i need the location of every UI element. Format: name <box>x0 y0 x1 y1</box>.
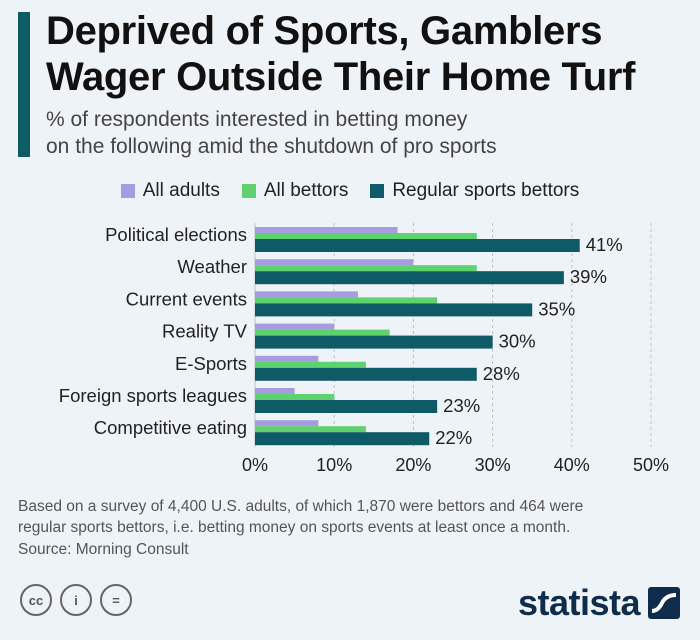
x-tick-label: 40% <box>554 455 590 475</box>
x-tick-label: 20% <box>395 455 431 475</box>
no-derivatives-icon[interactable]: = <box>100 584 132 616</box>
category-label: Weather <box>177 256 247 277</box>
data-label: 23% <box>443 395 480 416</box>
bar-all-bettors <box>255 297 438 304</box>
category-label: Competitive eating <box>94 417 247 438</box>
data-label: 28% <box>483 363 520 384</box>
bar-regular-sports-bettors <box>255 239 580 252</box>
bar-all-adults <box>255 227 398 233</box>
data-label: 22% <box>435 427 472 448</box>
footnote: Based on a survey of 4,400 U.S. adults, … <box>18 496 688 538</box>
bar-regular-sports-bettors <box>255 400 438 413</box>
bar-all-bettors <box>255 361 366 368</box>
legend-swatch-all-adults <box>120 184 135 198</box>
bar-regular-sports-bettors <box>255 367 477 381</box>
bar-all-adults <box>255 388 295 394</box>
data-label: 39% <box>570 266 607 287</box>
license-icons: cc i = <box>20 584 132 616</box>
subtitle-line-1: % of respondents interested in betting m… <box>46 108 468 131</box>
category-label: E-Sports <box>175 353 247 374</box>
x-tick-label: 0% <box>242 455 268 475</box>
bar-regular-sports-bettors <box>255 432 430 446</box>
legend-label-all-adults: All adults <box>142 180 220 201</box>
footnote-line-1: Based on a survey of 4,400 U.S. adults, … <box>18 498 584 515</box>
chart-legend: All adults All bettors Regular sports be… <box>0 180 700 202</box>
data-label: 30% <box>499 331 536 352</box>
x-tick-label: 30% <box>475 455 511 475</box>
legend-label-all-bettors: All bettors <box>263 180 349 201</box>
brand-name: statista <box>517 582 641 623</box>
bar-all-bettors <box>255 233 477 239</box>
x-tick-label: 50% <box>633 455 669 475</box>
bar-regular-sports-bettors <box>255 303 533 317</box>
bar-all-bettors <box>255 329 390 336</box>
legend-item-all-adults: All adults <box>120 180 220 202</box>
statista-mark-icon <box>648 587 680 619</box>
bar-regular-sports-bettors <box>255 335 493 349</box>
legend-swatch-all-bettors <box>241 184 256 198</box>
chart-title: Deprived of Sports, Gamblers Wager Outsi… <box>46 8 635 100</box>
legend-swatch-regular-sports-bettors <box>370 184 385 198</box>
category-label: Political elections <box>105 224 247 245</box>
bar-all-bettors <box>255 394 335 400</box>
bar-all-adults <box>255 259 414 266</box>
bar-all-adults <box>255 323 335 330</box>
legend-item-regular-sports-bettors: Regular sports bettors <box>370 180 579 202</box>
data-label: 35% <box>538 298 575 319</box>
creative-commons-icon[interactable]: cc <box>20 584 52 616</box>
legend-label-regular-sports-bettors: Regular sports bettors <box>392 180 580 201</box>
bar-all-adults <box>255 355 319 362</box>
data-label: 41% <box>586 234 623 255</box>
source-note: Source: Morning Consult <box>18 541 189 558</box>
category-label: Reality TV <box>162 321 248 342</box>
bar-chart: 0% 10% 20% 30% 40% 50% Political elections 41% W… <box>59 223 669 475</box>
statista-logo[interactable]: statista <box>518 582 680 624</box>
bar-regular-sports-bettors <box>255 271 564 285</box>
category-label: Foreign sports leagues <box>59 385 247 406</box>
footnote-line-2: regular sports bettors, i.e. betting mon… <box>18 519 571 536</box>
chart-subtitle: % of respondents interested in betting m… <box>46 106 497 160</box>
title-line-2: Wager Outside Their Home Turf <box>46 55 636 99</box>
attribution-icon[interactable]: i <box>60 584 92 616</box>
bar-all-adults <box>255 420 319 427</box>
legend-item-all-bettors: All bettors <box>241 180 349 202</box>
title-accent-bar <box>18 12 30 157</box>
subtitle-line-2: on the following amid the shutdown of pr… <box>46 135 497 158</box>
category-label: Current events <box>126 288 247 309</box>
bar-all-adults <box>255 291 358 298</box>
x-tick-label: 10% <box>316 455 352 475</box>
bar-all-bettors <box>255 265 477 272</box>
bar-all-bettors <box>255 426 366 433</box>
title-line-1: Deprived of Sports, Gamblers <box>46 9 603 53</box>
